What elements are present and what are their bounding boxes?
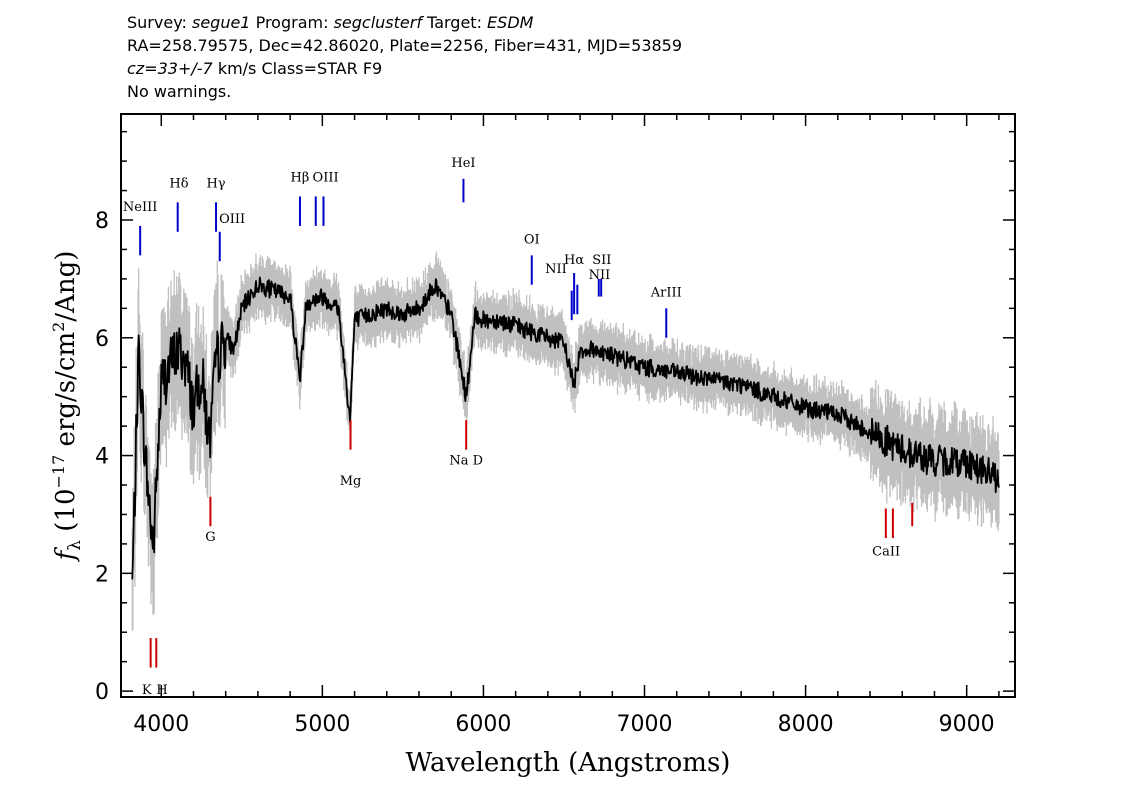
flux-error-band (131, 251, 1000, 632)
emission-line-label: NeIII (123, 200, 157, 215)
program-label: Program: (255, 13, 329, 32)
absorption-line-label: H (156, 683, 167, 698)
x-tick-label: 7000 (617, 712, 673, 737)
emission-line-label: Hβ (291, 171, 310, 186)
y-axis-label-sup1: −17 (49, 455, 68, 489)
absorption-line-label: Mg (340, 474, 362, 489)
emission-line-label: SII (592, 253, 611, 268)
header-line-4: No warnings. (127, 82, 232, 101)
y-axis-label-c: /Ang) (51, 251, 81, 322)
y-axis-label: fλ (10−17 erg/s/cm2/Ang) (49, 251, 85, 563)
y-axis-label-a: (10 (51, 488, 81, 540)
spectral-lines-layer (139, 178, 914, 668)
emission-line-label: Hδ (169, 177, 188, 192)
class-value: km/s Class=STAR F9 (217, 59, 383, 78)
y-axis-label-sub: λ (65, 540, 85, 551)
header-line-3: cz=33+/-7 km/s Class=STAR F9 (127, 57, 682, 80)
x-tick-label: 8000 (778, 712, 834, 737)
emission-line-label: NII (589, 268, 611, 283)
header-line-1: Survey: segue1 Program: segclusterf Targ… (127, 11, 682, 34)
survey-label: Survey: (127, 13, 187, 32)
y-axis-label-b: erg/s/cm (51, 332, 81, 455)
y-tick-label: 8 (95, 209, 109, 234)
y-tick-label: 0 (95, 680, 109, 705)
x-axis-label: Wavelength (Angstroms) (406, 748, 731, 778)
y-tick-label: 4 (95, 445, 109, 470)
header-line-2: RA=258.79575, Dec=42.86020, Plate=2256, … (127, 36, 683, 55)
y-tick-label: 6 (95, 327, 109, 352)
axis-ticks-layer: 4000 5000 6000 7000 8000 9000 0 2 4 6 8 (95, 114, 1015, 737)
absorption-line-label: CaII (872, 545, 900, 560)
target-label: Target: (427, 13, 482, 32)
plot-frame (120, 113, 1016, 698)
absorption-line-label: K (142, 683, 152, 698)
emission-line-label: HeI (451, 156, 475, 171)
program-value: segclusterf (333, 13, 422, 32)
emission-line-label: Hγ (206, 177, 225, 192)
emission-line-label: OI (524, 233, 540, 248)
x-tick-label: 4000 (133, 712, 189, 737)
y-tick-label: 2 (95, 562, 109, 587)
spectrum-header: Survey: segue1 Program: segclusterf Targ… (127, 11, 682, 103)
flux-layer (131, 276, 1000, 580)
x-tick-label: 5000 (294, 712, 350, 737)
y-axis-label-sup2: 2 (49, 322, 68, 332)
survey-value: segue1 (191, 13, 251, 32)
absorption-line-label: G (205, 530, 215, 545)
flux-series-line (131, 276, 1000, 580)
error-band-layer (131, 251, 1000, 632)
emission-line-label: OIII (219, 212, 245, 227)
emission-line-label: NII (545, 262, 567, 277)
emission-line-label: OIII (313, 171, 339, 186)
x-tick-label: 6000 (455, 712, 511, 737)
emission-line-label: ArIII (650, 286, 682, 301)
target-value: ESDM (487, 13, 534, 32)
emission-line-label: Hα (564, 253, 584, 268)
redshift-value: cz=33+/-7 (127, 59, 213, 78)
absorption-line-label: Na D (449, 453, 483, 468)
x-tick-label: 9000 (939, 712, 995, 737)
